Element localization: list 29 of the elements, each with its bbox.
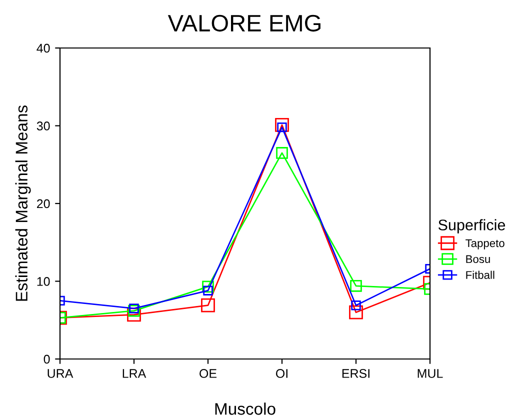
point bbox=[275, 118, 289, 132]
legend-label: Tappeto bbox=[466, 239, 504, 250]
legend-label: Fitball bbox=[466, 270, 494, 279]
point bbox=[202, 280, 214, 293]
point bbox=[350, 280, 362, 292]
point bbox=[129, 304, 139, 314]
x-tick-label: MUL bbox=[418, 369, 443, 378]
x-axis-title: Muscolo bbox=[215, 402, 276, 415]
y-tick-label: 20 bbox=[37, 199, 50, 208]
y-tick-label: 40 bbox=[36, 44, 50, 53]
point bbox=[201, 298, 215, 312]
point bbox=[349, 305, 363, 320]
x-tick-label: OI bbox=[276, 369, 288, 378]
point bbox=[276, 147, 288, 159]
y-tick-label: 0 bbox=[44, 354, 50, 364]
x-tick-label: OE bbox=[200, 369, 216, 378]
chart-title: VALORE EMG bbox=[168, 14, 320, 32]
y-axis-title: Estimated Marginal Means bbox=[15, 105, 31, 301]
point bbox=[128, 304, 140, 317]
x-tick-label: ERSI bbox=[342, 369, 370, 378]
x-tick-label: URA bbox=[48, 369, 74, 378]
legend-title: Superficie bbox=[438, 219, 506, 234]
legend-label: Bosu bbox=[466, 255, 490, 264]
point bbox=[127, 308, 141, 322]
point bbox=[351, 300, 361, 310]
x-tick-label: LRA bbox=[122, 369, 146, 378]
point bbox=[203, 286, 213, 296]
y-tick-label: 30 bbox=[36, 122, 50, 130]
y-tick-label: 10 bbox=[37, 277, 50, 286]
